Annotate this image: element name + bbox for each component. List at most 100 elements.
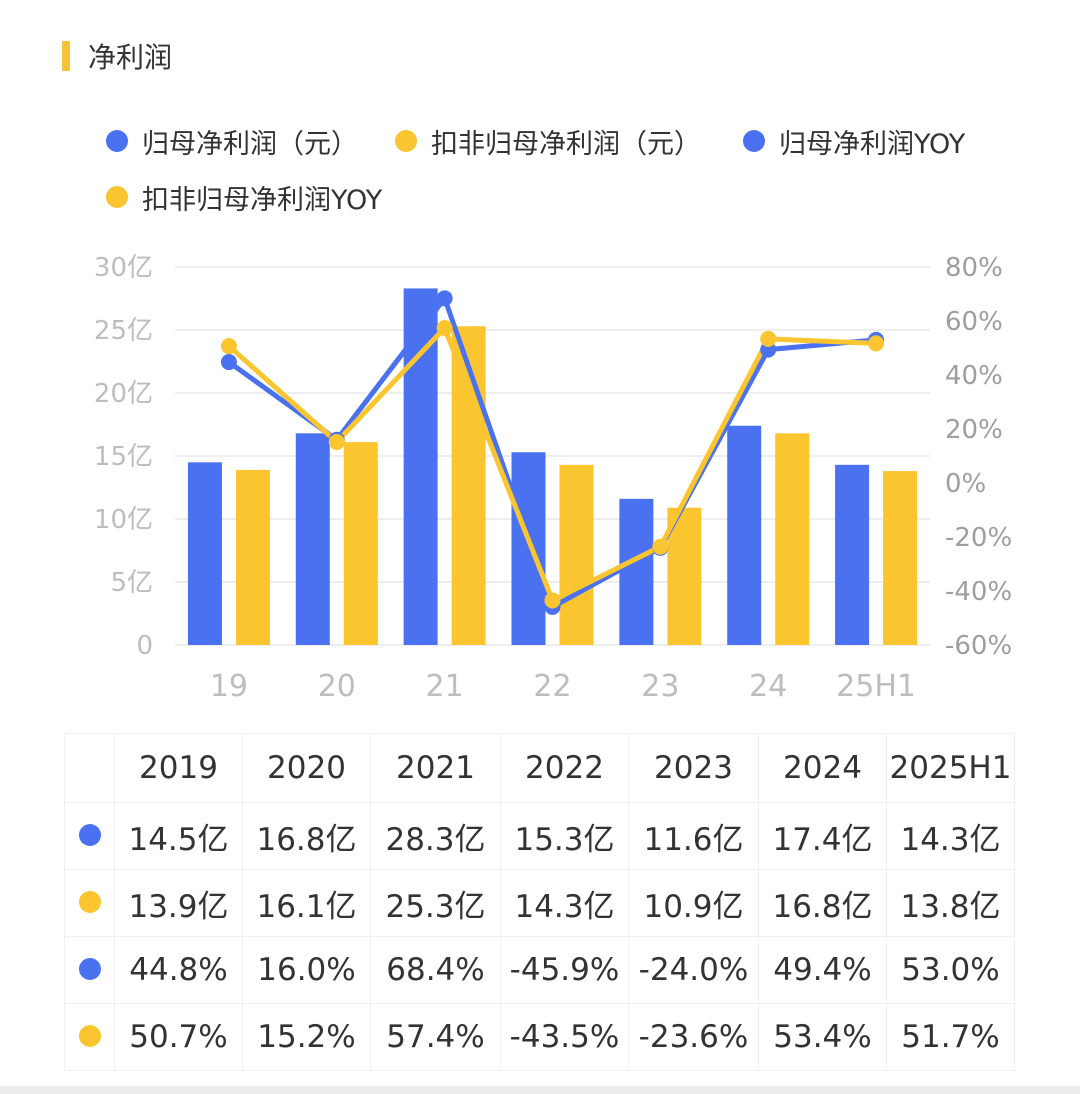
table-cell: 16.8亿 bbox=[758, 869, 887, 937]
table-header-cell: 2019 bbox=[114, 733, 243, 803]
legend-dot-icon bbox=[106, 186, 128, 208]
table-cell: 49.4% bbox=[758, 936, 887, 1004]
point-归母净利润YOY-21 bbox=[436, 290, 453, 307]
table-header-cell: 2023 bbox=[628, 733, 759, 803]
x-category-label: 22 bbox=[533, 669, 571, 704]
table-cell: 57.4% bbox=[370, 1003, 501, 1071]
series-dot-icon bbox=[78, 891, 101, 913]
table-cell: -43.5% bbox=[500, 1003, 629, 1071]
y-left-tick-label: 25亿 bbox=[94, 316, 153, 346]
y-right-tick-label: -40% bbox=[945, 577, 1012, 607]
bar-扣非归母净利润（元）-21 bbox=[451, 326, 486, 645]
data-table: 2019 2020 2021 2022 2023 2024 2025H1 14.… bbox=[64, 733, 1015, 1071]
legend-item-parent-net-profit[interactable]: 归母净利润（元） bbox=[106, 116, 358, 166]
table-header-cell: 2021 bbox=[370, 733, 501, 803]
legend-label: 归母净利润YOY bbox=[779, 128, 966, 160]
x-category-label: 20 bbox=[318, 669, 356, 704]
table-cell: 16.0% bbox=[242, 936, 371, 1004]
legend-dot-icon bbox=[395, 130, 417, 152]
x-category-label: 23 bbox=[641, 669, 679, 704]
bar-扣非归母净利润（元）-24 bbox=[775, 433, 810, 645]
table-corner-cell bbox=[64, 733, 115, 803]
table-cell: -23.6% bbox=[628, 1003, 759, 1071]
row-marker bbox=[64, 869, 115, 937]
section-accent-bar bbox=[62, 41, 70, 71]
y-left-tick-label: 30亿 bbox=[94, 253, 153, 283]
bar-扣非归母净利润（元）-23 bbox=[667, 507, 702, 645]
point-扣非归母净利润YOY-22 bbox=[544, 592, 561, 609]
table-cell: 13.8亿 bbox=[886, 869, 1015, 937]
legend-item-parent-net-profit-yoy[interactable]: 归母净利润YOY bbox=[743, 116, 965, 166]
table-cell: 15.2% bbox=[242, 1003, 371, 1071]
table-cell: 51.7% bbox=[886, 1003, 1015, 1071]
section-title: 净利润 bbox=[88, 41, 173, 74]
table-cell: 53.4% bbox=[758, 1003, 887, 1071]
y-left-tick-label: 10亿 bbox=[94, 505, 153, 535]
legend-item-deducted-net-profit[interactable]: 扣非归母净利润（元） bbox=[395, 116, 701, 166]
bar-扣非归母净利润（元）-20 bbox=[343, 442, 378, 645]
series-dot-icon bbox=[78, 824, 101, 846]
table-header-row: 2019 2020 2021 2022 2023 2024 2025H1 bbox=[64, 733, 1015, 803]
table-cell: 68.4% bbox=[370, 936, 501, 1004]
point-扣非归母净利润YOY-20 bbox=[328, 433, 345, 450]
bar-归母净利润（元）-23 bbox=[619, 498, 654, 645]
table-cell: 14.3亿 bbox=[500, 869, 629, 937]
table-cell: 16.8亿 bbox=[242, 802, 371, 870]
bar-扣非归母净利润（元）-25H1 bbox=[883, 471, 918, 645]
table-cell: 28.3亿 bbox=[370, 802, 501, 870]
series-dot-icon bbox=[78, 958, 101, 980]
table-cell: 10.9亿 bbox=[628, 869, 759, 937]
table-header-cell: 2025H1 bbox=[886, 733, 1015, 803]
table-cell: 14.3亿 bbox=[886, 802, 1015, 870]
point-扣非归母净利润YOY-25H1 bbox=[868, 335, 885, 352]
table-cell: 17.4亿 bbox=[758, 802, 887, 870]
y-left-tick-label: 0 bbox=[136, 631, 153, 661]
series-dot-icon bbox=[78, 1025, 101, 1047]
bar-扣非归母净利润（元）-19 bbox=[235, 469, 270, 645]
y-right-tick-label: 20% bbox=[945, 415, 1003, 445]
point-归母净利润YOY-19 bbox=[220, 354, 237, 371]
legend-dot-icon bbox=[106, 130, 128, 152]
table-cell: 44.8% bbox=[114, 936, 243, 1004]
table-row: 14.5亿 16.8亿 28.3亿 15.3亿 11.6亿 17.4亿 14.3… bbox=[64, 802, 1015, 870]
section-header: 净利润 bbox=[62, 36, 172, 76]
y-left-tick-label: 20亿 bbox=[94, 379, 153, 409]
x-category-label: 21 bbox=[426, 669, 464, 704]
table-row: 50.7% 15.2% 57.4% -43.5% -23.6% 53.4% 51… bbox=[64, 1003, 1015, 1071]
point-扣非归母净利润YOY-21 bbox=[436, 320, 453, 337]
legend-label: 扣非归母净利润YOY bbox=[142, 184, 383, 216]
row-marker bbox=[64, 1003, 115, 1071]
table-row: 13.9亿 16.1亿 25.3亿 14.3亿 10.9亿 16.8亿 13.8… bbox=[64, 869, 1015, 937]
y-right-tick-label: 0% bbox=[945, 469, 986, 499]
legend-label: 扣非归母净利润（元） bbox=[431, 128, 701, 160]
x-category-label: 19 bbox=[210, 669, 248, 704]
y-left-tick-label: 15亿 bbox=[94, 442, 153, 472]
table-header-cell: 2022 bbox=[500, 733, 629, 803]
x-category-label: 24 bbox=[749, 669, 787, 704]
table-cell: 11.6亿 bbox=[628, 802, 759, 870]
y-right-tick-label: -20% bbox=[945, 523, 1012, 553]
y-left-tick-label: 5亿 bbox=[110, 568, 153, 598]
bar-归母净利润（元）-19 bbox=[187, 462, 222, 645]
point-扣非归母净利润YOY-23 bbox=[652, 538, 669, 555]
table-cell: 50.7% bbox=[114, 1003, 243, 1071]
y-right-tick-label: 60% bbox=[945, 307, 1003, 337]
bottom-divider bbox=[0, 1086, 1080, 1094]
table-cell: 15.3亿 bbox=[500, 802, 629, 870]
y-right-tick-label: -60% bbox=[945, 631, 1012, 661]
legend-label: 归母净利润（元） bbox=[142, 128, 358, 160]
bar-归母净利润（元）-25H1 bbox=[835, 464, 870, 645]
bar-扣非归母净利润（元）-22 bbox=[559, 464, 594, 645]
net-profit-chart: 0 5亿 10亿 15亿 20亿 25亿 30亿 -60% -40% -20% 0% 20% 40% 60… bbox=[94, 253, 1012, 704]
legend-dot-icon bbox=[743, 130, 765, 152]
point-扣非归母净利润YOY-24 bbox=[760, 330, 777, 347]
bar-归母净利润（元）-20 bbox=[295, 433, 330, 645]
row-marker bbox=[64, 802, 115, 870]
x-category-label: 25H1 bbox=[836, 669, 916, 704]
row-marker bbox=[64, 936, 115, 1004]
table-row: 44.8% 16.0% 68.4% -45.9% -24.0% 49.4% 53… bbox=[64, 936, 1015, 1004]
table-cell: 14.5亿 bbox=[114, 802, 243, 870]
table-cell: 13.9亿 bbox=[114, 869, 243, 937]
table-cell: -45.9% bbox=[500, 936, 629, 1004]
legend-item-deducted-net-profit-yoy[interactable]: 扣非归母净利润YOY bbox=[106, 172, 382, 222]
